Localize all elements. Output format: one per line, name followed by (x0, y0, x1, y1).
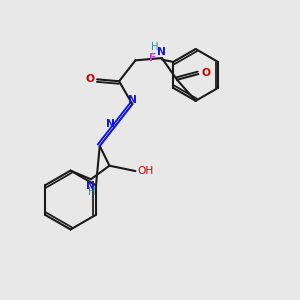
Text: H: H (151, 42, 158, 52)
Text: N: N (158, 46, 166, 57)
Text: N: N (128, 95, 137, 105)
Text: N: N (86, 181, 95, 191)
Text: F: F (149, 53, 156, 63)
Text: O: O (202, 68, 211, 78)
Text: O: O (86, 74, 95, 84)
Text: N: N (106, 118, 115, 129)
Text: OH: OH (138, 166, 154, 176)
Text: H: H (88, 187, 96, 197)
